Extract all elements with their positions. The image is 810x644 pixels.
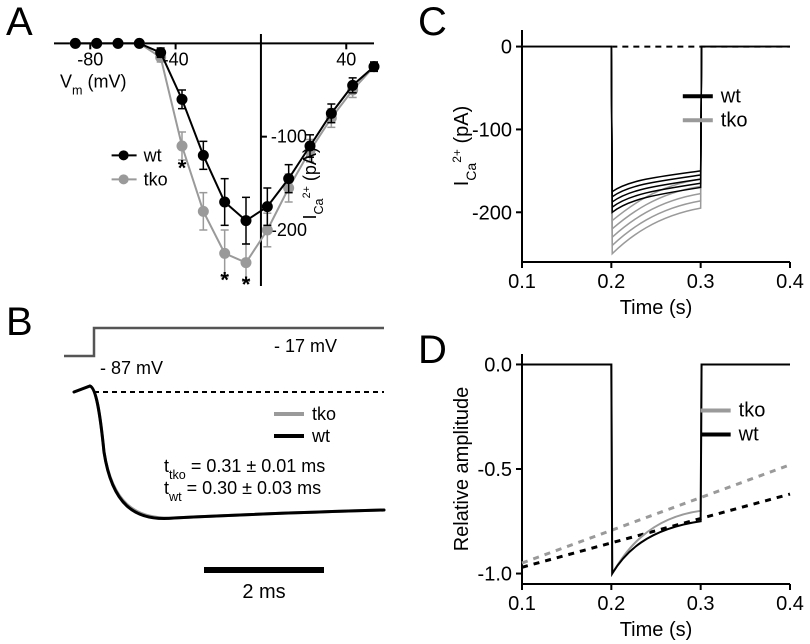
svg-text:Time (s): Time (s): [620, 619, 693, 641]
svg-text:0.0: 0.0: [484, 354, 512, 376]
figure: A B C D -80-4040-200-100***Vm (mV)ICa2+ …: [0, 0, 810, 644]
panel-B: - 87 mV- 17 mVtkowtttko = 0.31 ± 0.01 ms…: [44, 310, 404, 640]
svg-text:0: 0: [501, 37, 512, 59]
svg-text:twt = 0.30 ± 0.03 ms: twt = 0.30 ± 0.03 ms: [164, 478, 321, 504]
svg-text:wt: wt: [738, 423, 759, 445]
svg-text:ICa2+ (pA): ICa2+ (pA): [450, 106, 479, 187]
svg-text:tko: tko: [144, 169, 168, 189]
svg-text:*: *: [242, 272, 251, 297]
svg-text:-1.0: -1.0: [478, 564, 512, 586]
svg-text:40: 40: [336, 49, 356, 69]
svg-text:0.1: 0.1: [508, 271, 536, 293]
panel-C: 0.1 0.2 0.3 0.4 -200 -100 0 Time (s) ICa2+ (pA) w…: [450, 10, 805, 320]
svg-text:0.3: 0.3: [687, 593, 715, 615]
svg-text:Relative amplitude: Relative amplitude: [451, 387, 473, 552]
svg-text:0.4: 0.4: [776, 271, 804, 293]
svg-text:0.2: 0.2: [597, 271, 625, 293]
svg-text:Vm (mV): Vm (mV): [60, 71, 127, 97]
svg-text:wt: wt: [143, 145, 162, 165]
svg-text:0.4: 0.4: [776, 593, 804, 615]
panel-label-C: C: [418, 0, 447, 45]
svg-text:ICa2+ (pA): ICa2+ (pA): [300, 147, 326, 219]
svg-text:0.2: 0.2: [597, 593, 625, 615]
svg-text:- 87 mV: - 87 mV: [100, 358, 163, 378]
svg-text:wt: wt: [311, 426, 330, 446]
svg-text:- 17 mV: - 17 mV: [274, 336, 337, 356]
svg-text:tko: tko: [312, 404, 336, 424]
svg-text:tko: tko: [721, 109, 748, 131]
svg-text:-80: -80: [77, 49, 103, 69]
svg-text:*: *: [220, 267, 229, 292]
svg-text:-200: -200: [271, 220, 307, 240]
svg-text:0.1: 0.1: [508, 593, 536, 615]
svg-text:Time (s): Time (s): [620, 297, 693, 319]
svg-text:wt: wt: [720, 85, 741, 107]
panel-label-B: B: [6, 300, 33, 345]
svg-text:*: *: [178, 155, 187, 180]
svg-text:-0.5: -0.5: [478, 459, 512, 481]
panel-label-D: D: [418, 328, 447, 373]
svg-text:-200: -200: [472, 202, 512, 224]
svg-text:tko: tko: [739, 399, 766, 421]
panel-D: 0.1 0.2 0.3 0.4 -1.0 -0.5 0.0 Time (s) Relative …: [450, 336, 805, 641]
svg-text:-100: -100: [472, 119, 512, 141]
panel-label-A: A: [6, 0, 33, 45]
svg-text:2 ms: 2 ms: [242, 581, 285, 603]
svg-text:0.3: 0.3: [687, 271, 715, 293]
panel-A: -80-4040-200-100***Vm (mV)ICa2+ (pA)wttk…: [44, 16, 394, 306]
svg-text:-100: -100: [271, 127, 307, 147]
